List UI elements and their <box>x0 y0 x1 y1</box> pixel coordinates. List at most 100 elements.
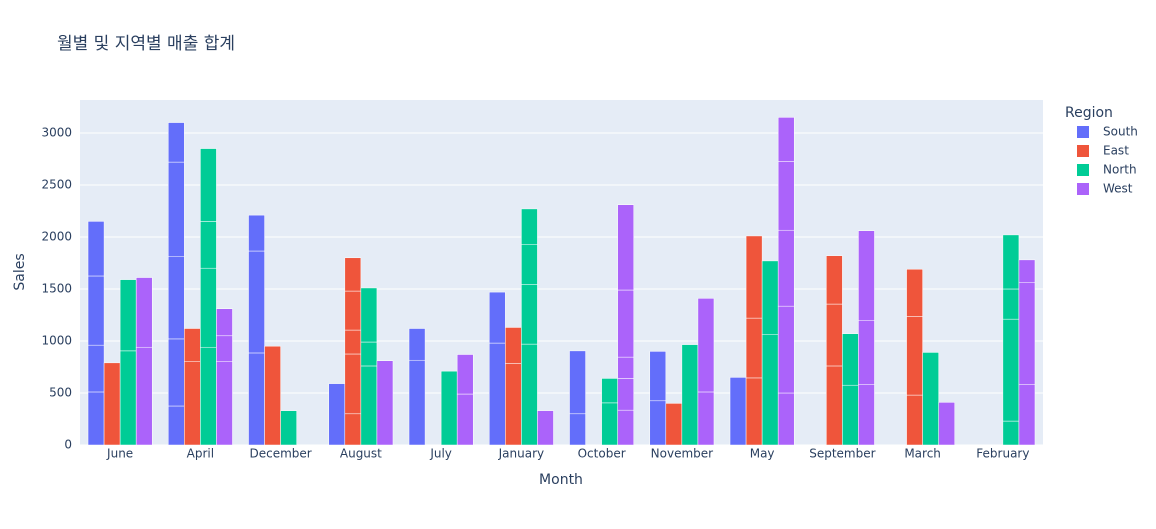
bar-segment <box>360 341 378 367</box>
bar-segment <box>617 356 634 379</box>
legend-title: Region <box>1065 105 1113 121</box>
x-tick-label: May <box>750 447 775 461</box>
bar-segment <box>216 361 233 446</box>
bar-segment <box>344 329 362 355</box>
bar-segment <box>344 413 362 446</box>
bar-segment <box>745 317 763 379</box>
bar-segment <box>521 284 538 345</box>
bar-segment <box>681 344 699 446</box>
bar-segment <box>168 122 185 163</box>
y-tick-label: 500 <box>49 385 72 399</box>
bar-segment <box>87 344 105 393</box>
bar-segment <box>280 410 297 446</box>
bar-segment <box>777 117 795 162</box>
y-tick-label: 1000 <box>41 333 72 347</box>
bar-segment <box>1002 420 1020 446</box>
bar-segment <box>200 221 217 269</box>
bar-segment <box>505 327 522 364</box>
x-tick-label: August <box>340 447 382 461</box>
bar-segment <box>906 268 923 317</box>
bar-segment <box>745 377 763 446</box>
x-tick-label: March <box>904 447 941 461</box>
bar-segment <box>697 391 715 446</box>
bar-segment <box>103 362 121 446</box>
bar-segment <box>601 378 618 404</box>
bar-segment <box>87 221 105 277</box>
bar-segment <box>649 351 667 402</box>
bar-segment <box>521 208 538 245</box>
bar-segment <box>184 361 201 446</box>
bar-segment <box>489 291 506 344</box>
bar-segment <box>168 405 185 446</box>
bar-segment <box>505 363 522 446</box>
x-tick-label: June <box>106 447 133 461</box>
bar-segment <box>617 409 634 446</box>
bar-segment <box>408 328 426 361</box>
bar-segment <box>168 338 185 407</box>
bar-segment <box>858 230 875 321</box>
bar-segment <box>344 257 362 292</box>
bar-segment <box>777 305 795 394</box>
bar-segment <box>200 148 217 222</box>
legend-swatch <box>1077 126 1089 138</box>
bar-segment <box>569 350 586 415</box>
bar-segment <box>569 413 586 446</box>
bar-segment <box>87 391 105 446</box>
bar-segment <box>328 383 346 446</box>
bar-segment <box>440 370 458 446</box>
x-tick-label: November <box>651 447 713 461</box>
bar-segment <box>858 320 875 385</box>
y-axis-title: Sales <box>12 253 28 290</box>
legend-label: South <box>1103 125 1138 139</box>
bar-segment <box>1018 259 1036 283</box>
x-tick-label: December <box>250 447 312 461</box>
bar-segment <box>1002 234 1020 290</box>
bar-segment <box>200 346 217 446</box>
bar-segment <box>617 378 634 411</box>
bar-segment <box>1018 384 1036 446</box>
x-tick-label: October <box>578 447 626 461</box>
bar-segment <box>360 287 378 343</box>
bar-segment <box>168 256 185 340</box>
bar-segment <box>617 204 634 291</box>
bar-segment <box>858 384 875 446</box>
plot-background <box>80 100 1043 445</box>
x-tick-label: January <box>498 447 545 461</box>
legend-swatch <box>1077 145 1089 157</box>
y-tick-label: 2000 <box>41 229 72 243</box>
bar-segment <box>906 394 923 446</box>
x-tick-label: July <box>429 447 452 461</box>
bar-segment <box>168 161 185 257</box>
bar-segment <box>264 345 281 446</box>
x-axis-title: Month <box>539 472 583 488</box>
bar-segment <box>184 328 201 362</box>
bar-segment <box>200 267 217 348</box>
bar-segment <box>135 346 153 446</box>
bar-segment <box>248 352 265 446</box>
bar-segment <box>119 279 137 352</box>
bar-segment <box>906 316 923 396</box>
bar-segment <box>87 275 105 346</box>
x-tick-label: February <box>976 447 1029 461</box>
bar-segment <box>344 290 362 331</box>
bar-segment <box>777 392 795 446</box>
bar-segment <box>938 402 955 446</box>
bar-segment <box>826 255 843 305</box>
bar-segment <box>537 410 554 446</box>
bar-segment <box>649 400 667 446</box>
bar-segment <box>826 303 843 367</box>
bar-segment <box>344 353 362 415</box>
legend-swatch <box>1077 183 1089 195</box>
legend-label: North <box>1103 163 1137 177</box>
bar-segment <box>376 360 394 446</box>
bar-segment <box>489 342 506 446</box>
bar-segment <box>216 308 233 337</box>
y-tick-label: 0 <box>64 438 72 452</box>
bar-segment <box>761 334 779 446</box>
bar-segment <box>360 365 378 446</box>
legend-label: East <box>1103 144 1129 158</box>
bar-segment <box>601 402 618 446</box>
bar-segment <box>617 289 634 358</box>
y-tick-label: 2500 <box>41 177 72 191</box>
